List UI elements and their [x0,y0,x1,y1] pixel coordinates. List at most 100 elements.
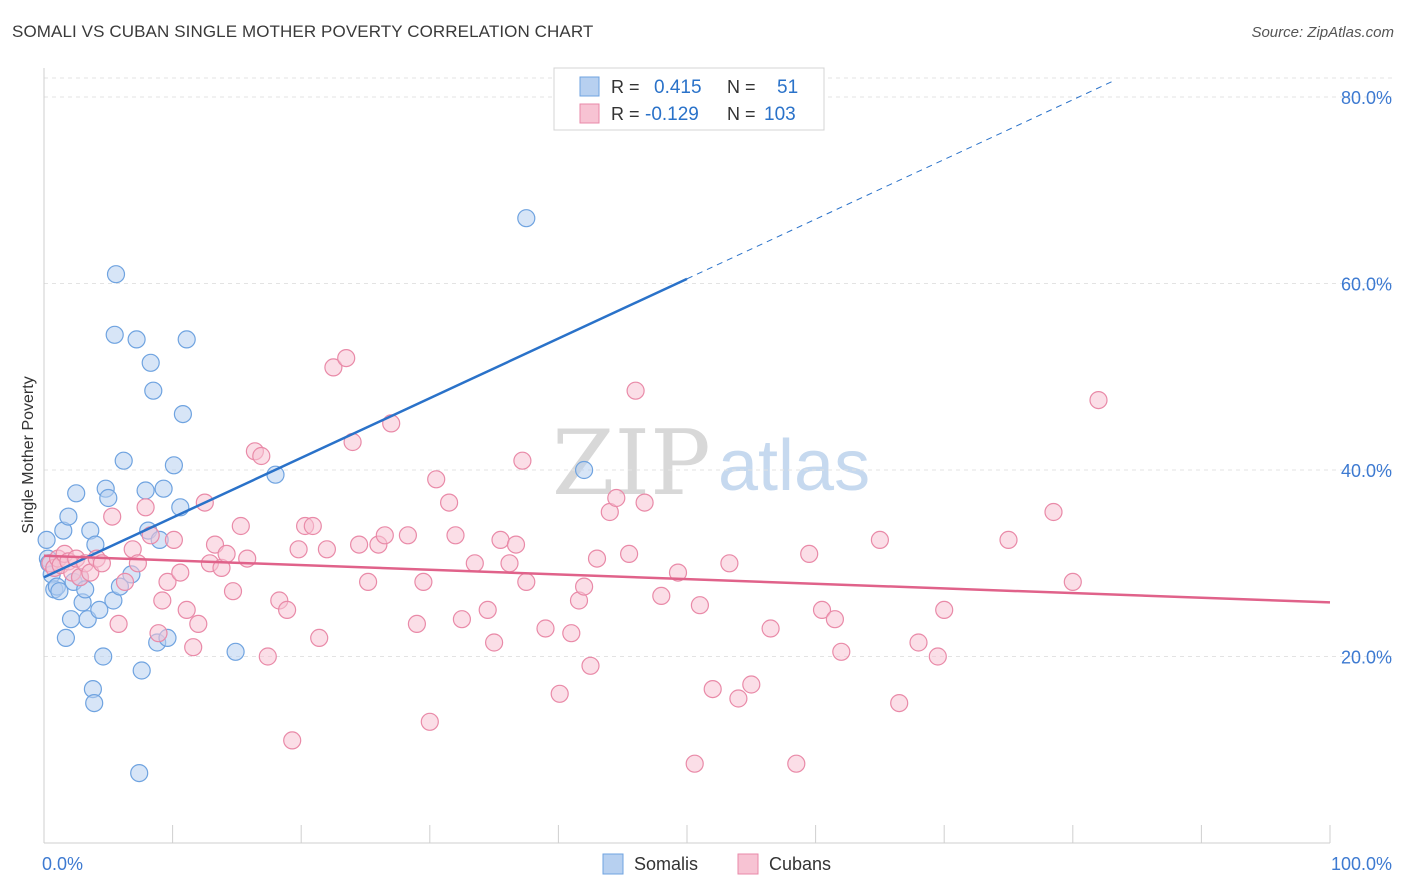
cubans-point-102 [999,530,1018,550]
somalis-point-40 [154,479,173,498]
cubans-point-76 [581,656,600,675]
cubans-point-20 [149,624,168,643]
chart-title: SOMALI VS CUBAN SINGLE MOTHER POVERTY CO… [12,22,594,41]
cubans-point-42 [289,540,308,559]
cubans-point-51 [359,572,378,592]
cubans-point-44 [303,516,322,536]
cubans-point-71 [536,619,555,638]
cubans-point-87 [703,679,722,699]
cubans-point-84 [668,563,688,582]
somalis-trend-extension [686,79,1116,280]
somalis-point-46 [226,642,245,661]
stats-r-value-cubans: -0.129 [645,104,699,125]
cubans-point-89 [729,689,748,708]
cubans-point-91 [761,619,780,638]
cubans-point-72 [550,684,569,703]
cubans-point-21 [153,591,172,610]
cubans-point-73 [562,624,581,643]
stats-legend: R = 0.415 N = 51 R = -0.129 N = 103 [553,67,825,131]
cubans-point-69 [513,451,532,470]
cubans-point-46 [317,540,336,559]
cubans-point-66 [491,530,510,550]
somalis-point-8 [56,628,76,648]
somalis-point-34 [136,481,155,500]
somalis-point-44 [173,405,192,424]
somalis-point-32 [130,763,149,783]
stats-n-label-cubans: N = [727,104,756,124]
cubans-point-77 [587,549,607,568]
legend-swatch-somalis [602,853,624,875]
cubans-point-85 [685,754,704,773]
legend-label-cubans: Cubans [769,854,831,874]
cubans-point-81 [626,381,645,400]
legend-label-somalis: Somalis [634,854,698,874]
cubans-point-86 [690,596,710,615]
trend-lines [43,79,1331,604]
cubans-point-105 [1089,391,1108,410]
x-ticks [43,825,1331,843]
y-axis-label: Single Mother Poverty [20,376,37,533]
source-label: Source: ZipAtlas.com [1251,24,1394,41]
somalis-point-36 [141,353,160,372]
somalis-point-22 [94,647,113,666]
x-tick-label-min: 0.0% [42,854,83,874]
cubans-point-95 [825,610,845,629]
cubans-point-18 [136,498,155,517]
cubans-point-48 [337,349,356,368]
somalis-point-48 [517,209,536,228]
cubans-point-64 [478,600,497,620]
stats-r-value-somalis: 0.415 [654,77,702,98]
y-tick-labels: 20.0% 40.0% 60.0% 80.0% [1341,88,1392,668]
somalis-trend-line [43,277,688,579]
cubans-point-34 [231,516,250,536]
cubans-point-101 [935,600,954,620]
cubans-point-99 [909,633,928,652]
somalis-point-45 [177,330,196,349]
cubans-point-17 [128,554,147,573]
cubans-point-68 [506,535,526,554]
series-legend: Somalis Cubans [602,853,831,875]
gridlines [44,77,1392,657]
cubans-point-100 [928,647,947,666]
somalis-point-6 [50,582,69,601]
somalis-point-27 [105,325,124,344]
cubans-point-62 [452,610,471,629]
cubans-point-47 [324,358,343,377]
cubans-point-97 [870,530,890,550]
stats-n-value-cubans: 103 [764,104,796,125]
cubans-point-88 [720,554,739,573]
cubans-point-13 [103,507,122,526]
somalis-point-12 [67,484,86,503]
cubans-point-32 [217,544,236,564]
stats-r-label-cubans: R = [611,104,640,124]
cubans-point-94 [812,600,832,620]
cubans-point-103 [1044,502,1063,522]
cubans-point-26 [184,638,203,657]
y-tick-label-40: 40.0% [1341,461,1392,481]
somalis-point-42 [164,456,183,475]
cubans-point-23 [164,530,183,550]
cubans-point-67 [500,554,519,573]
somalis-point-24 [99,488,118,508]
cubans-point-98 [890,693,909,713]
somalis-point-9 [59,507,78,526]
cubans-point-83 [652,586,671,606]
cubans-point-37 [252,446,271,466]
cubans-point-14 [109,614,128,634]
y-tick-label-60: 60.0% [1341,275,1392,295]
cubans-point-61 [446,526,465,545]
watermark-atlas: atlas [718,426,870,506]
cubans-point-92 [787,754,806,773]
somalis-point-49 [574,460,594,480]
cubans-point-104 [1063,572,1082,592]
y-tick-label-80: 80.0% [1341,88,1392,108]
somalis-point-33 [132,661,151,680]
cubans-point-55 [398,526,417,545]
cubans-point-75 [574,577,594,596]
cubans-point-38 [258,647,277,666]
cubans-point-45 [310,628,329,648]
watermark: ZIP atlas [552,411,870,516]
cubans-point-40 [278,600,297,620]
cubans-point-80 [619,544,639,564]
legend-swatch-cubans [737,853,759,875]
